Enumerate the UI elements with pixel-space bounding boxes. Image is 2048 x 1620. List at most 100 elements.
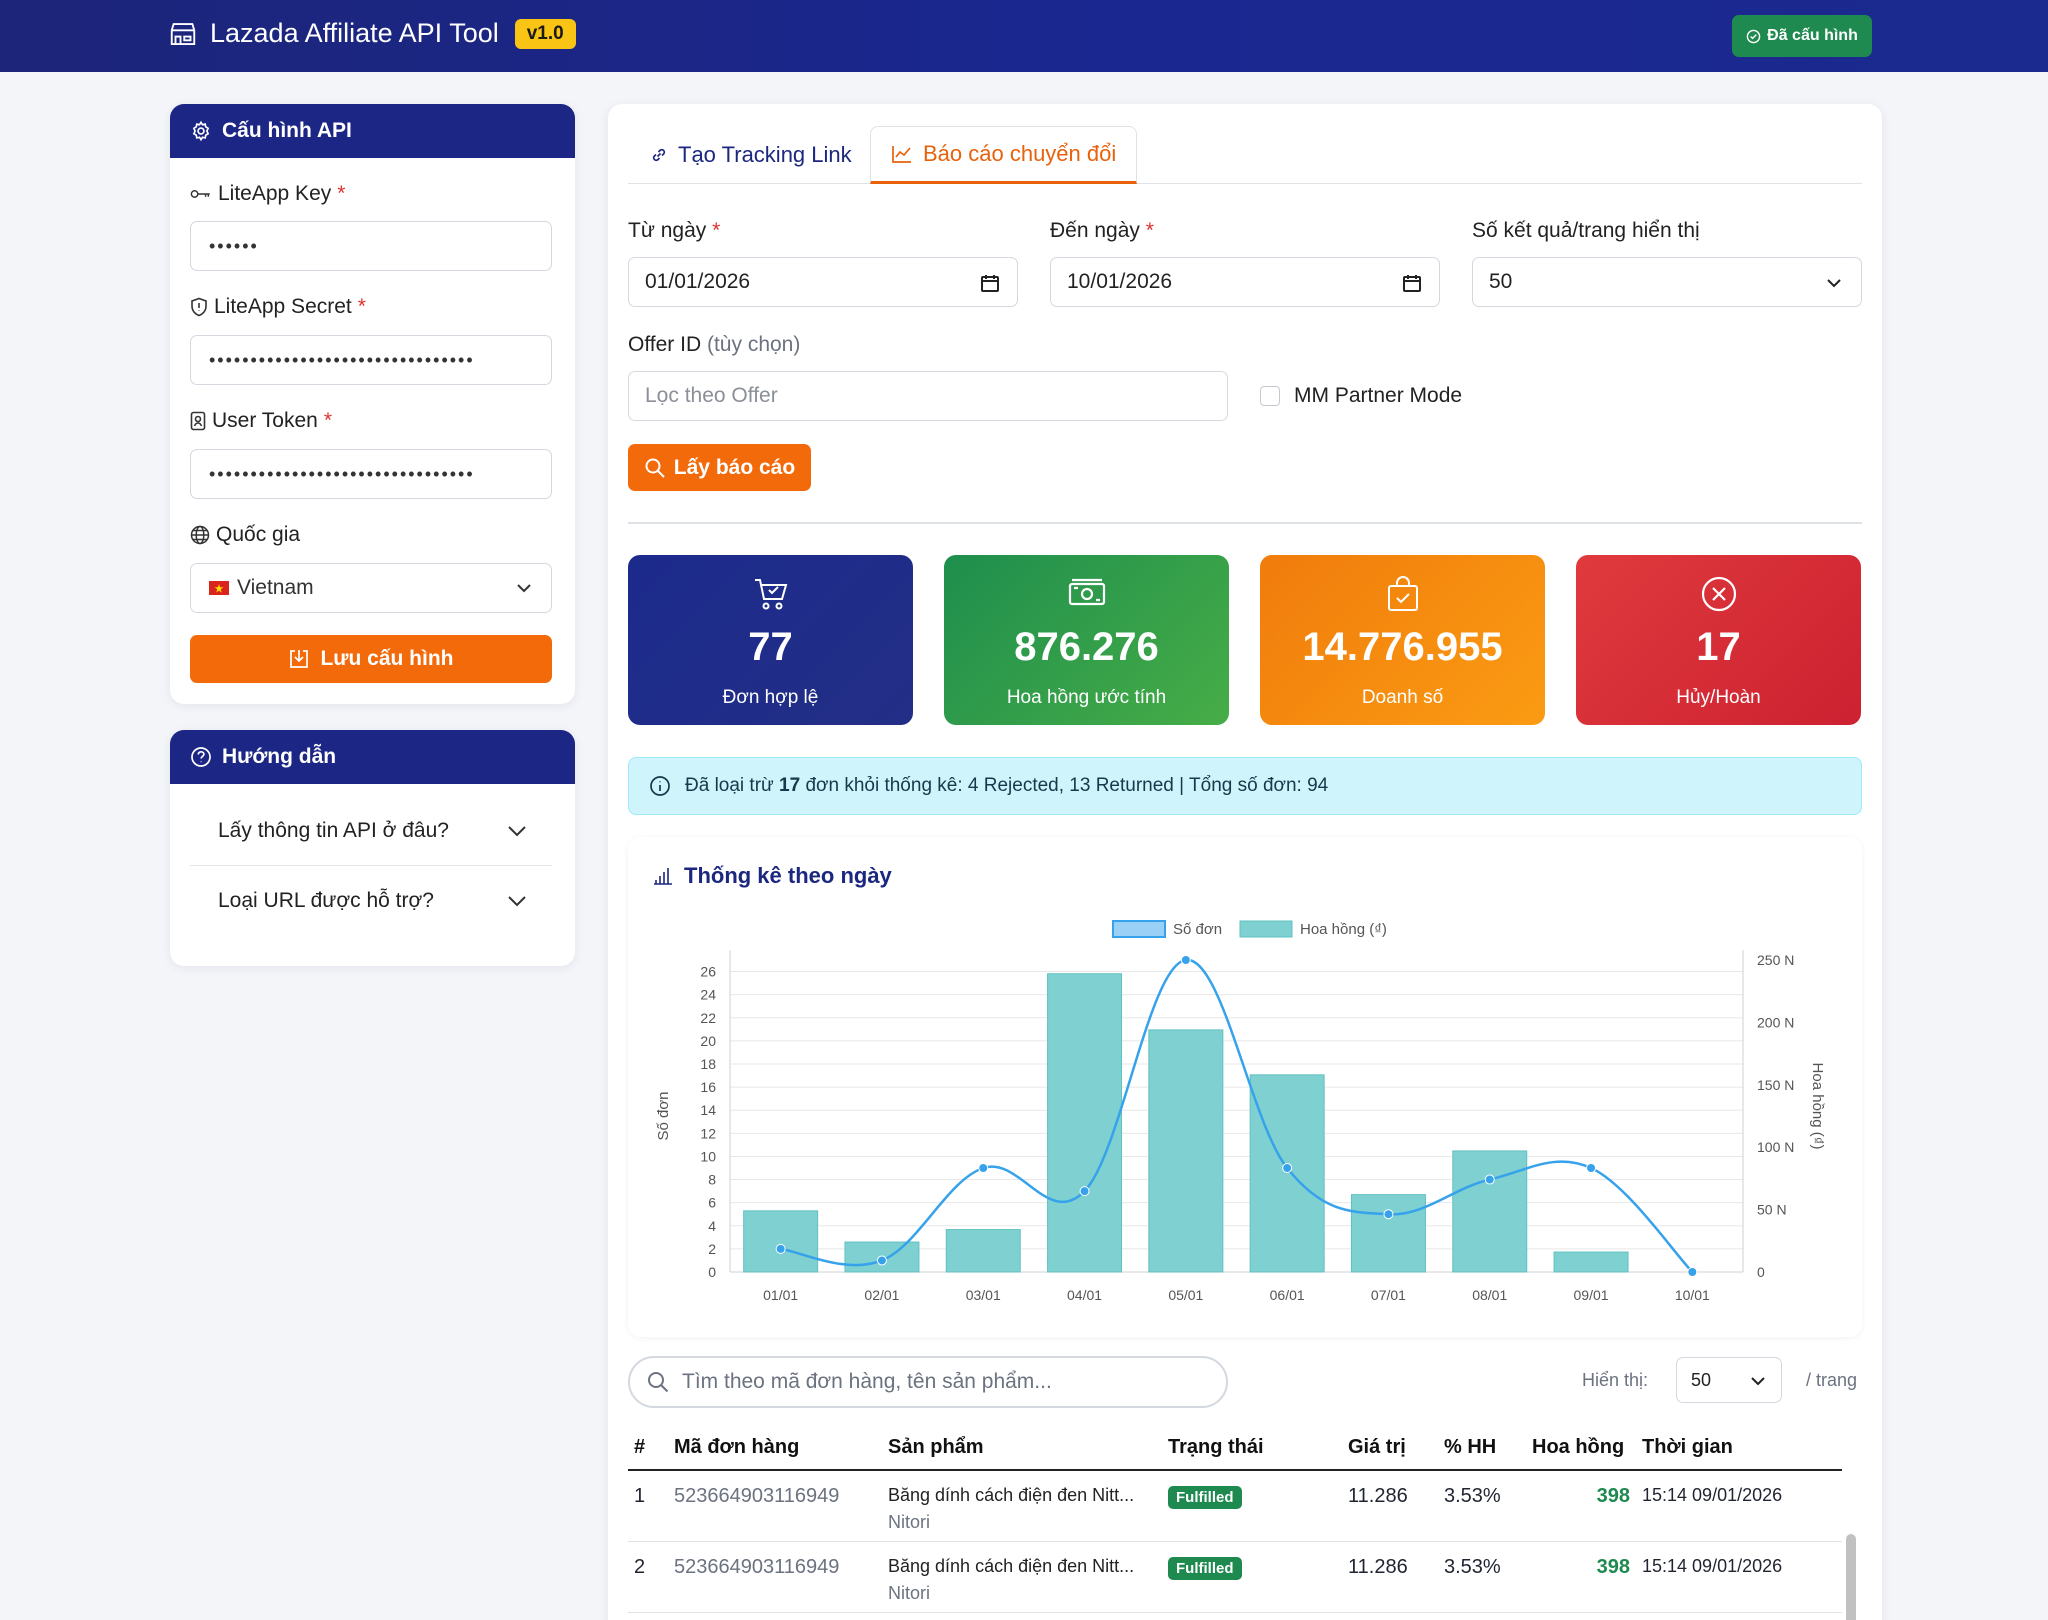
mm-partner-mode[interactable]: MM Partner Mode [1260, 384, 1462, 408]
guide-card: Hướng dẫn Lấy thông tin API ở đâu? Loại … [170, 730, 575, 966]
download-box-icon [290, 650, 309, 668]
get-report-button[interactable]: Lấy báo cáo [628, 444, 811, 491]
calendar-icon[interactable] [979, 272, 1001, 294]
app-title: Lazada Affiliate API Tool [210, 18, 499, 48]
configured-badge[interactable]: Đã cấu hình [1732, 15, 1872, 57]
col-time[interactable]: Thời gian [1636, 1426, 1842, 1471]
liteapp-secret-input[interactable]: •••••••••••••••••••••••••••••••• [190, 335, 552, 385]
required-mark: * [1145, 219, 1154, 242]
per-page-value: 50 [1489, 270, 1513, 293]
liteapp-secret-label-text: LiteApp Secret [214, 295, 352, 318]
offer-id-input[interactable]: Lọc theo Offer [628, 371, 1228, 421]
order-value: 11.286 [1342, 1470, 1438, 1542]
chevron-down-icon [508, 826, 526, 837]
get-report-label: Lấy báo cáo [673, 455, 796, 479]
y-right-tick-label: 50 N [1757, 1202, 1787, 1218]
y-tick-label: 4 [708, 1218, 716, 1234]
bar-commission [1350, 1194, 1426, 1273]
product-name[interactable]: Băng dính cách điện đen Nitt... [888, 1555, 1135, 1576]
brand[interactable]: Lazada Affiliate API Tool v1.0 [168, 18, 576, 49]
question-circle-icon [191, 747, 211, 767]
table-header-row: # Mã đơn hàng Sản phẩm Trạng thái Giá tr… [628, 1426, 1842, 1471]
check-circle-icon [1746, 29, 1761, 43]
chevron-down-icon [517, 584, 531, 593]
user-token-input[interactable]: •••••••••••••••••••••••••••••••• [190, 449, 552, 499]
y-tick-label: 18 [700, 1056, 716, 1072]
row-index: 2 [628, 1541, 668, 1613]
save-config-button[interactable]: Lưu cấu hình [190, 635, 552, 683]
col-status[interactable]: Trạng thái [1162, 1426, 1342, 1471]
search-placeholder: Tìm theo mã đơn hàng, tên sản phẩm... [682, 1370, 1052, 1393]
col-value[interactable]: Giá trị [1342, 1426, 1438, 1471]
table-page-size-select[interactable]: 50 [1676, 1357, 1782, 1403]
required-mark: * [357, 295, 366, 318]
table-scrollbar[interactable] [1846, 1534, 1856, 1620]
daily-stats-title: Thống kê theo ngày [652, 863, 892, 889]
from-date-input[interactable]: 01/01/2026 [628, 257, 1018, 307]
country-select[interactable]: Vietnam [190, 563, 552, 613]
col-order-id[interactable]: Mã đơn hàng [668, 1426, 882, 1471]
product-brand: Nitori [888, 1582, 931, 1603]
x-tick-label: 07/01 [1371, 1287, 1406, 1303]
col-commission[interactable]: Hoa hồng [1526, 1426, 1636, 1471]
required-mark: * [712, 219, 721, 242]
alert-count: 17 [779, 775, 801, 796]
to-date-input[interactable]: 10/01/2026 [1050, 257, 1440, 307]
user-token-label-text: User Token [212, 409, 318, 432]
per-page-suffix: / trang [1806, 1370, 1858, 1390]
point-orders [1282, 1163, 1293, 1173]
bar-commission [1148, 1029, 1224, 1273]
guide-item-url-types[interactable]: Loại URL được hỗ trợ? [190, 866, 552, 936]
table-row[interactable]: 2 523664903116949 Băng dính cách điện đe… [628, 1541, 1842, 1613]
mm-partner-checkbox[interactable] [1260, 386, 1280, 406]
x-circle-icon [1701, 576, 1737, 612]
shop-icon [170, 22, 196, 45]
order-id: 523664903116949 [668, 1541, 882, 1613]
order-value: 11.286 [1342, 1541, 1438, 1613]
page-size-value: 50 [1691, 1369, 1712, 1390]
y-tick-label: 22 [700, 1010, 716, 1026]
point-orders [1383, 1209, 1394, 1220]
commission-rate: 3.53% [1438, 1541, 1526, 1613]
order-search-input[interactable]: Tìm theo mã đơn hàng, tên sản phẩm... [628, 1356, 1228, 1408]
excluded-orders-alert: Đã loại trừ 17 đơn khỏi thống kê: 4 Reje… [628, 757, 1862, 815]
stat-estimated-commission: 876.276 Hoa hồng ước tính [944, 555, 1229, 725]
tab-conversion-report[interactable]: Báo cáo chuyển đổi [870, 126, 1138, 184]
commission-amount: 398 [1526, 1541, 1636, 1613]
offer-id-placeholder: Lọc theo Offer [645, 384, 778, 407]
calendar-icon[interactable] [1401, 272, 1423, 294]
country-label-text: Quốc gia [216, 523, 301, 546]
col-rate[interactable]: % HH [1438, 1426, 1526, 1471]
country-label: Quốc gia [190, 523, 300, 547]
liteapp-key-input[interactable]: •••••• [190, 221, 552, 271]
bar-commission [1047, 973, 1123, 1273]
guide-item-api-info[interactable]: Lấy thông tin API ở đâu? [190, 796, 552, 866]
y-right-tick-label: 200 N [1757, 1014, 1794, 1030]
info-icon [650, 776, 670, 796]
stat-value: 876.276 [1014, 625, 1159, 669]
link-icon [652, 148, 666, 162]
row-index: 1 [628, 1470, 668, 1542]
table-row[interactable]: 1 523664903116949 Băng dính cách điện đe… [628, 1470, 1842, 1542]
save-config-label: Lưu cấu hình [320, 647, 454, 670]
x-tick-label: 01/01 [763, 1287, 798, 1303]
per-page-select[interactable]: 50 [1472, 257, 1862, 307]
config-header-label: Cấu hình API [222, 119, 352, 142]
guide-header-label: Hướng dẫn [222, 745, 337, 768]
gear-icon [192, 120, 210, 142]
product-cell: Băng dính cách điện đen Nitt... Nitori [882, 1541, 1162, 1613]
offer-id-label: Offer ID (tùy chọn) [628, 333, 800, 357]
guide-item-label: Lấy thông tin API ở đâu? [218, 818, 449, 842]
col-product[interactable]: Sản phẩm [882, 1426, 1162, 1471]
bar-commission [1249, 1074, 1325, 1273]
order-time: 15:14 09/01/2026 [1636, 1470, 1842, 1542]
product-name[interactable]: Băng dính cách điện đen Nitt... [888, 1485, 1135, 1505]
y-tick-label: 8 [708, 1172, 716, 1188]
chevron-down-icon [1827, 279, 1841, 288]
tab-tracking-link[interactable]: Tạo Tracking Link [630, 126, 872, 184]
stat-label: Đơn hợp lệ [722, 687, 819, 708]
legend-swatch-orders [1112, 920, 1166, 938]
stat-value: 14.776.955 [1302, 625, 1503, 669]
x-tick-label: 02/01 [864, 1287, 899, 1303]
per-page-label: Số kết quả/trang hiển thị [1472, 219, 1700, 242]
